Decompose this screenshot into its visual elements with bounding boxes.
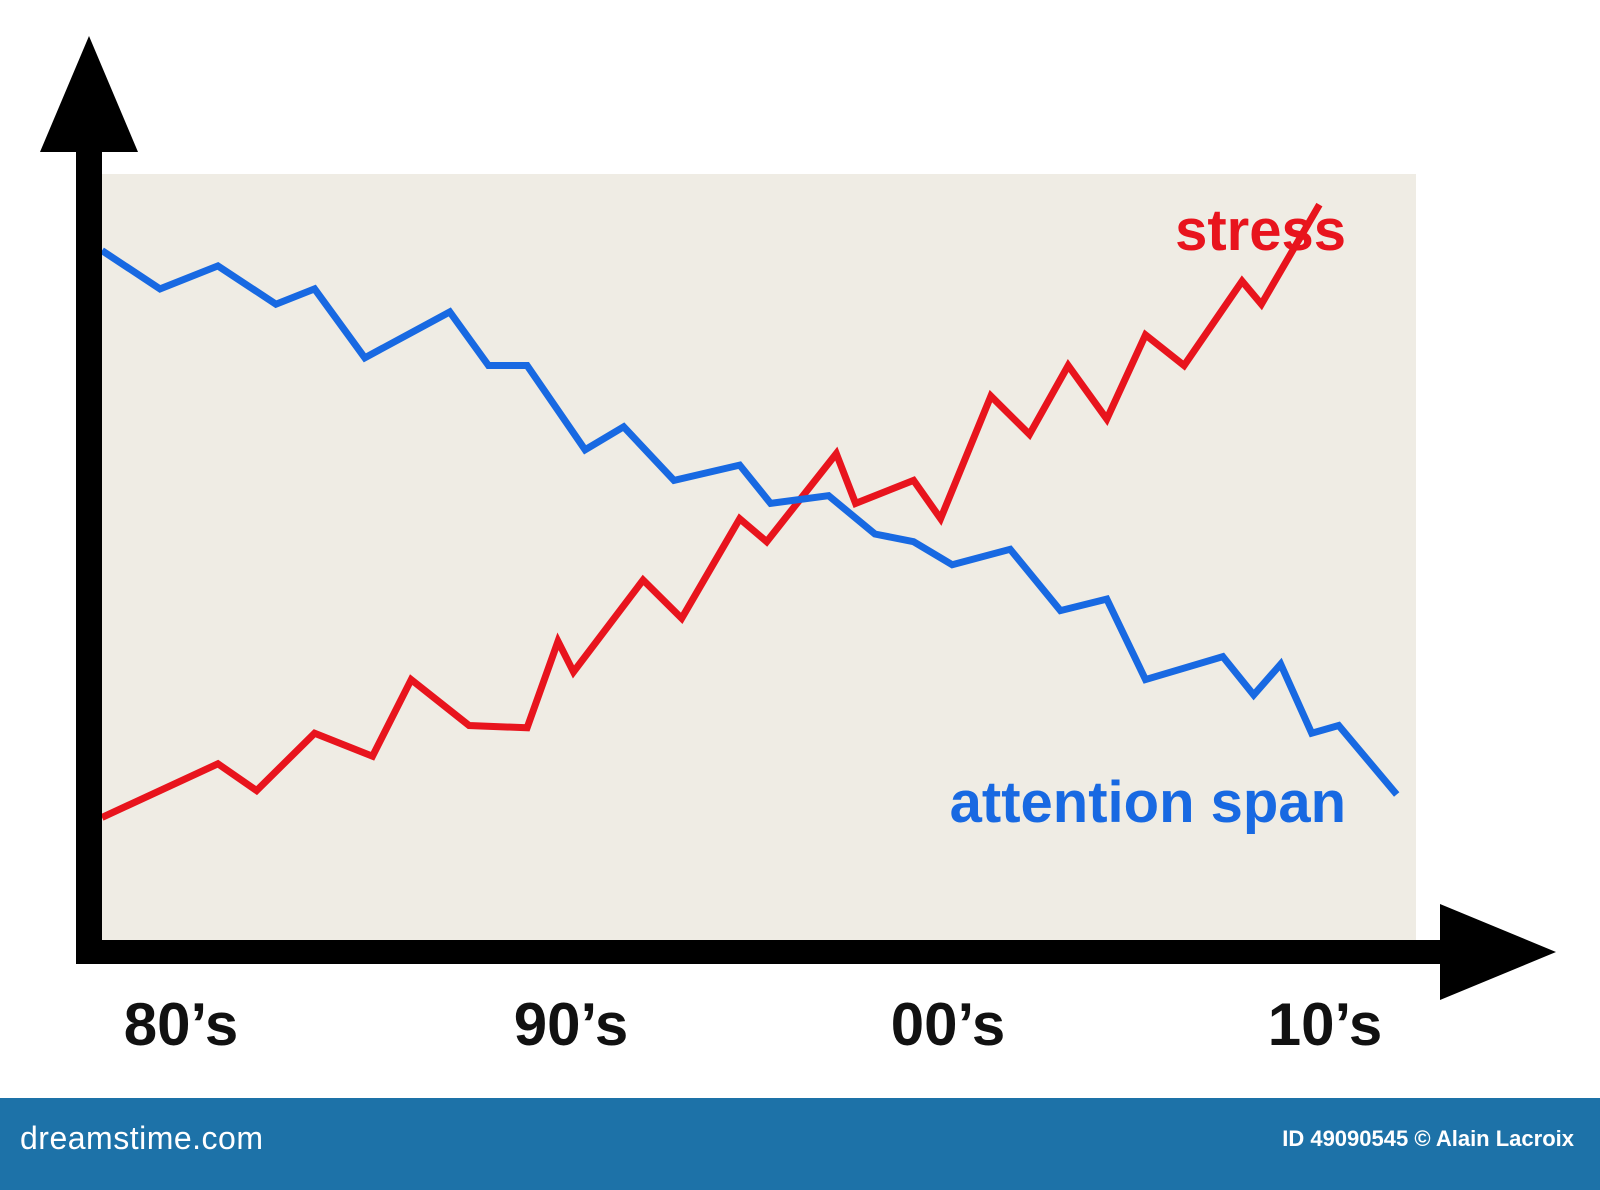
- x-tick-label: 80’s: [124, 991, 239, 1058]
- image-credit: ID 49090545 © Alain Lacroix: [1282, 1126, 1574, 1151]
- stress-series-label: stress: [1175, 198, 1346, 263]
- brand-logo-text[interactable]: dreamstime.com: [20, 1120, 264, 1156]
- series-line-stress: [100, 202, 1323, 821]
- attention-span-series-label: attention span: [950, 770, 1346, 835]
- x-tick-label: 00’s: [891, 991, 1006, 1058]
- series-labels: stress attention span: [950, 198, 1346, 835]
- x-axis-arrow: [1440, 904, 1556, 1000]
- series-line-attention-span: [100, 247, 1400, 797]
- axes: [40, 36, 1556, 1000]
- footer-bar: dreamstime.com ID 49090545 © Alain Lacro…: [0, 1098, 1600, 1190]
- x-tick-label: 10’s: [1268, 991, 1383, 1058]
- x-tick-label: 90’s: [514, 991, 629, 1058]
- series-layer: [100, 202, 1400, 821]
- chart-canvas: 80’s 90’s 00’s 10’s stress attention span: [40, 36, 1556, 1058]
- y-axis-arrow: [40, 36, 138, 152]
- x-tick-labels: 80’s 90’s 00’s 10’s: [124, 991, 1383, 1058]
- line-chart: 80’s 90’s 00’s 10’s stress attention span: [40, 36, 1556, 1058]
